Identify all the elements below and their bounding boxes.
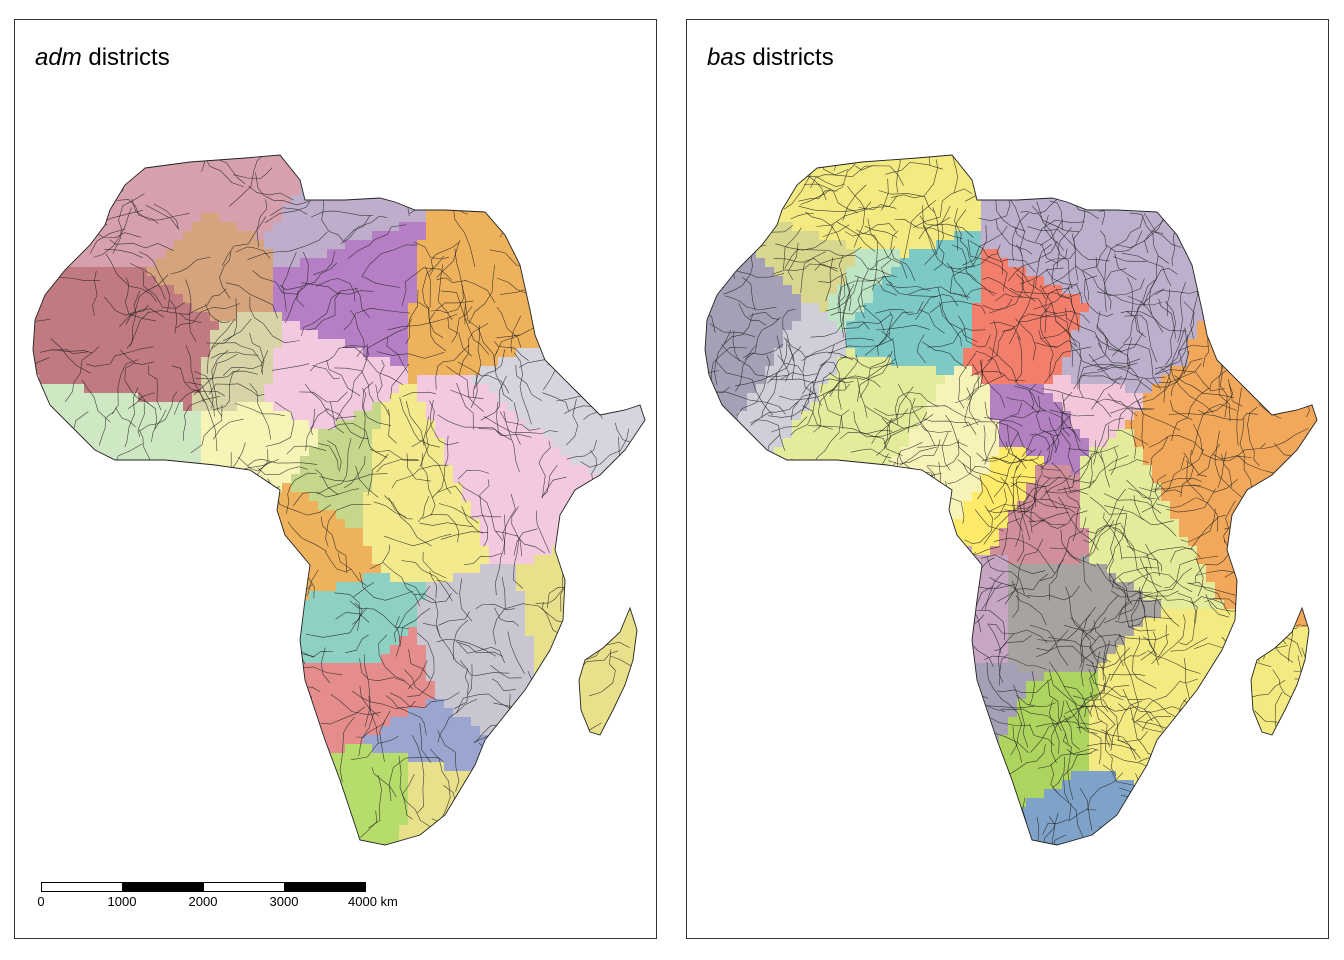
- scale-label-0: 0: [37, 894, 45, 909]
- adm-districts-panel: adm districts 0 1000 2000 3000 4000 km: [14, 19, 657, 939]
- scale-label-3000: 3000: [269, 894, 299, 909]
- bas-districts-map: [704, 154, 1318, 846]
- scale-segment-3: [203, 882, 285, 892]
- title-rest: districts: [81, 44, 170, 71]
- scale-label-2000: 2000: [188, 894, 218, 909]
- scale-segment-4: [284, 882, 366, 892]
- scale-label-4000: 4000 km: [348, 894, 398, 909]
- africa-coastline: [32, 154, 646, 846]
- title-italic: adm: [35, 44, 82, 71]
- panel-title: adm districts: [35, 44, 170, 72]
- madagascar-coastline: [1250, 606, 1310, 736]
- bas-districts-panel: bas districts: [686, 19, 1329, 939]
- title-rest: districts: [745, 44, 834, 71]
- district-polygons: [33, 155, 645, 845]
- madagascar-coastline: [578, 606, 638, 736]
- scale-segment-1: [41, 882, 123, 892]
- africa-coastline: [704, 154, 1318, 846]
- title-italic: bas: [707, 44, 746, 71]
- scale-bar: [41, 882, 366, 892]
- scale-label-1000: 1000: [107, 894, 137, 909]
- scale-segment-2: [122, 882, 204, 892]
- adm-districts-map: [32, 154, 646, 846]
- panel-title: bas districts: [707, 44, 834, 72]
